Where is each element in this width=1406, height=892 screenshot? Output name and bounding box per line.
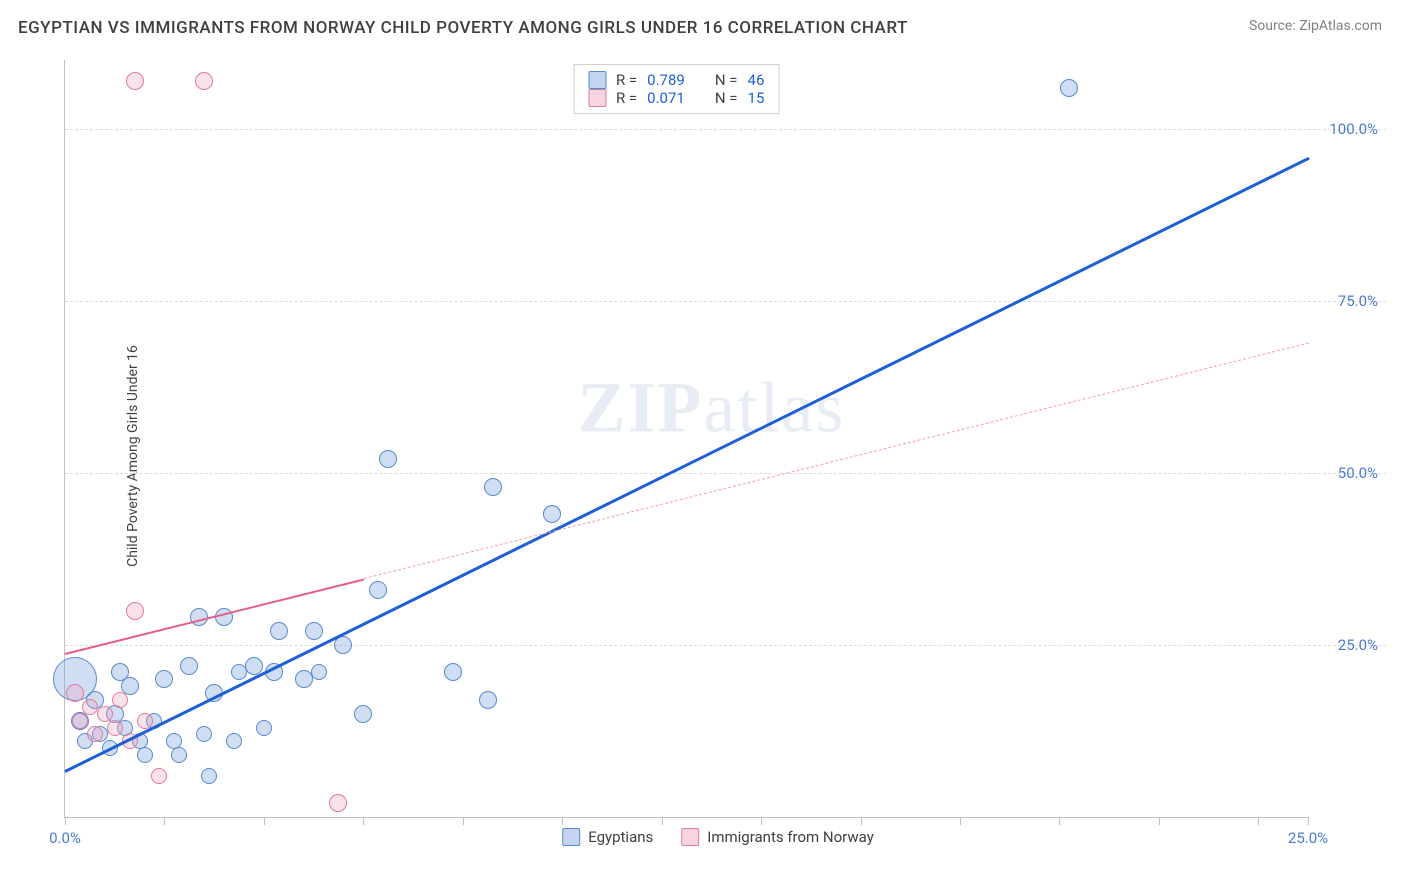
legend-correlation: R = 0.789 N = 46 R = 0.071 N = 15 bbox=[573, 64, 779, 114]
x-tick bbox=[861, 817, 862, 825]
legend-r-value: 0.071 bbox=[647, 89, 685, 107]
legend-r-label: R = bbox=[616, 71, 637, 89]
legend-series-label: Immigrants from Norway bbox=[707, 828, 874, 846]
data-point bbox=[171, 747, 187, 763]
gridline-h bbox=[65, 473, 1386, 474]
x-tick bbox=[363, 817, 364, 825]
data-point bbox=[201, 768, 217, 784]
x-tick bbox=[761, 817, 762, 825]
x-tick bbox=[1308, 817, 1309, 825]
data-point bbox=[107, 720, 123, 736]
data-point bbox=[354, 705, 372, 723]
data-point bbox=[72, 713, 88, 729]
gridline-h bbox=[65, 645, 1386, 646]
legend-swatch bbox=[681, 828, 699, 846]
x-tick bbox=[463, 817, 464, 825]
data-point bbox=[195, 72, 213, 90]
x-tick bbox=[264, 817, 265, 825]
y-tick-label: 25.0% bbox=[1338, 636, 1378, 654]
x-tick bbox=[562, 817, 563, 825]
data-point bbox=[196, 726, 212, 742]
data-point bbox=[329, 794, 347, 812]
legend-n-label: N = bbox=[715, 89, 738, 107]
legend-series: Egyptians Immigrants from Norway bbox=[562, 828, 874, 846]
data-point bbox=[151, 768, 167, 784]
gridline-h bbox=[65, 301, 1386, 302]
legend-correlation-row: R = 0.071 N = 15 bbox=[588, 89, 764, 107]
data-point bbox=[87, 726, 103, 742]
data-point bbox=[1060, 79, 1078, 97]
x-tick bbox=[1059, 817, 1060, 825]
data-point bbox=[180, 657, 198, 675]
data-point bbox=[226, 733, 242, 749]
gridline-h bbox=[65, 129, 1386, 130]
y-tick-label: 75.0% bbox=[1338, 292, 1378, 310]
x-tick bbox=[164, 817, 165, 825]
regression-line-egyptians bbox=[64, 157, 1309, 773]
x-tick bbox=[960, 817, 961, 825]
x-tick bbox=[1159, 817, 1160, 825]
y-tick-label: 50.0% bbox=[1338, 464, 1378, 482]
legend-swatch bbox=[588, 71, 606, 89]
data-point bbox=[137, 747, 153, 763]
legend-series-item: Immigrants from Norway bbox=[681, 828, 874, 846]
data-point bbox=[305, 622, 323, 640]
data-point bbox=[543, 505, 561, 523]
legend-r-label: R = bbox=[616, 89, 637, 107]
x-tick bbox=[65, 817, 66, 825]
data-point bbox=[155, 670, 173, 688]
data-point bbox=[479, 691, 497, 709]
legend-series-item: Egyptians bbox=[562, 828, 653, 846]
plot-area: ZIPatlas R =0.789N =46R =0.071N =15 25.0… bbox=[64, 60, 1308, 818]
data-point bbox=[82, 699, 98, 715]
legend-swatch bbox=[562, 828, 580, 846]
data-point bbox=[270, 622, 288, 640]
legend-swatch bbox=[588, 89, 606, 107]
legend-series-label: Egyptians bbox=[588, 828, 653, 846]
data-point bbox=[66, 684, 84, 702]
source-label: Source: ZipAtlas.com bbox=[1249, 18, 1382, 34]
data-point bbox=[444, 663, 462, 681]
regression-line-norway-solid bbox=[65, 578, 364, 654]
chart-title: EGYPTIAN VS IMMIGRANTS FROM NORWAY CHILD… bbox=[18, 18, 908, 38]
data-point bbox=[256, 720, 272, 736]
data-point bbox=[379, 450, 397, 468]
data-point bbox=[311, 664, 327, 680]
legend-correlation-row: R = 0.789 N = 46 bbox=[588, 71, 764, 89]
legend-n-value: 46 bbox=[748, 71, 765, 89]
x-tick-label: 25.0% bbox=[1288, 829, 1328, 847]
header: EGYPTIAN VS IMMIGRANTS FROM NORWAY CHILD… bbox=[0, 0, 1406, 42]
data-point bbox=[484, 478, 502, 496]
chart-container: Child Poverty Among Girls Under 16 ZIPat… bbox=[50, 60, 1386, 852]
legend-n-value: 15 bbox=[748, 89, 765, 107]
legend-n-label: N = bbox=[715, 71, 738, 89]
data-point bbox=[369, 581, 387, 599]
x-tick bbox=[1258, 817, 1259, 825]
data-point bbox=[112, 692, 128, 708]
data-point bbox=[137, 713, 153, 729]
y-tick-label: 100.0% bbox=[1329, 120, 1378, 138]
regression-line-norway-dashed bbox=[363, 343, 1309, 580]
legend-r-value: 0.789 bbox=[647, 71, 685, 89]
x-tick bbox=[662, 817, 663, 825]
data-point bbox=[126, 72, 144, 90]
data-point bbox=[245, 657, 263, 675]
x-tick-label: 0.0% bbox=[49, 829, 81, 847]
data-point bbox=[126, 602, 144, 620]
